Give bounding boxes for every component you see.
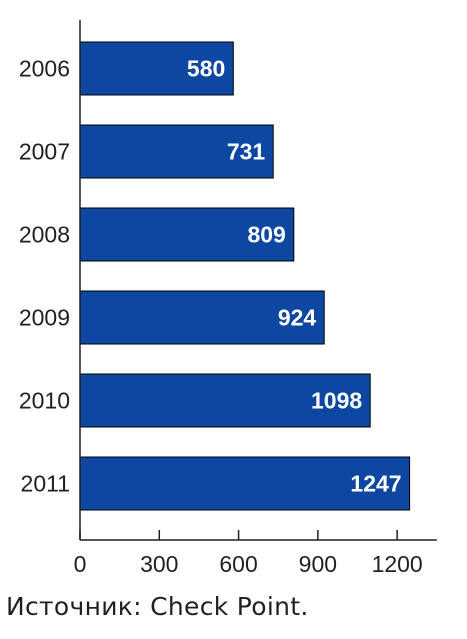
category-label: 2011 [21, 471, 70, 497]
bar-2007 [79, 124, 274, 179]
category-label: 2009 [19, 305, 70, 331]
data-label: 924 [278, 305, 317, 331]
x-tick-label: 0 [74, 551, 87, 577]
data-label: 809 [247, 222, 285, 248]
category-label: 2008 [19, 222, 70, 248]
x-tick-label: 300 [140, 551, 178, 577]
data-label: 580 [187, 56, 225, 82]
data-label: 1247 [350, 471, 401, 497]
chart-area: 2006 580 2007 731 2008 809 2009 924 2010 1098 2011… [19, 20, 437, 577]
bar-2009 [79, 290, 325, 345]
x-tick-label: 900 [299, 551, 337, 577]
x-tick-label: 1200 [372, 551, 423, 577]
bar-chart: 2006 580 2007 731 2008 809 2009 924 2010 1098 2011… [19, 20, 437, 577]
bar-2008 [79, 207, 295, 262]
source-note: Источник: Check Point. [6, 592, 309, 621]
data-label: 731 [227, 139, 266, 165]
x-tick-label: 600 [219, 551, 257, 577]
bar-2011 [79, 456, 411, 511]
bar-2010 [79, 373, 371, 428]
category-label: 2006 [19, 56, 70, 82]
data-label: 1098 [311, 388, 362, 414]
category-label: 2010 [19, 388, 70, 414]
category-label: 2007 [19, 139, 70, 165]
bar-2006 [79, 41, 234, 96]
